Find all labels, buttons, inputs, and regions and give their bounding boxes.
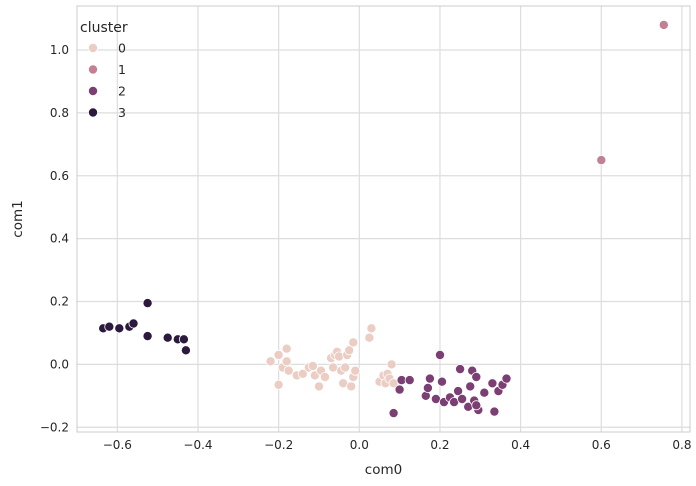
x-tick-label: −0.4 xyxy=(183,438,212,452)
cluster-2-point xyxy=(457,393,468,404)
cluster-3-point xyxy=(114,323,125,334)
legend-items: 0 1 2 3 xyxy=(88,41,126,120)
cluster-2-point xyxy=(501,373,512,384)
cluster-0-point xyxy=(307,360,318,371)
cluster-0-point xyxy=(281,343,292,354)
y-tick-label: 0.0 xyxy=(50,357,69,371)
cluster-2-point xyxy=(422,382,433,393)
cluster-3-point xyxy=(142,298,153,309)
y-tick-label: 0.2 xyxy=(50,295,69,309)
y-tick-labels: −0.2 0.0 0.2 0.4 0.6 0.8 1.0 xyxy=(40,43,69,434)
cluster-0-point xyxy=(334,351,345,362)
x-tick-labels: −0.6 −0.4 −0.2 0.0 0.2 0.4 0.6 0.8 xyxy=(103,438,692,452)
legend-label: 3 xyxy=(118,105,126,120)
cluster-2-point xyxy=(436,376,447,387)
cluster-0-point xyxy=(350,365,361,376)
cluster-0-point xyxy=(265,356,276,367)
cluster-0-point xyxy=(273,379,284,390)
cluster-0-point xyxy=(313,381,324,392)
x-tick-label: −0.2 xyxy=(264,438,293,452)
y-tick-label: 0.4 xyxy=(50,232,69,246)
x-tick-label: 0.6 xyxy=(592,438,611,452)
x-axis-label: com0 xyxy=(365,462,402,478)
cluster-2-point xyxy=(453,386,464,397)
x-tick-label: 0.2 xyxy=(430,438,449,452)
legend-label: 1 xyxy=(118,62,126,77)
y-tick-label: −0.2 xyxy=(40,420,69,434)
legend-label: 2 xyxy=(118,84,126,99)
cluster-3-point xyxy=(104,321,115,332)
cluster-0-point xyxy=(366,323,377,334)
grid-lines xyxy=(77,6,690,432)
legend-marker xyxy=(88,43,99,54)
cluster-3-point xyxy=(162,332,173,343)
cluster-2-point xyxy=(394,384,405,395)
cluster-2-point xyxy=(487,378,498,389)
cluster-2-point xyxy=(471,371,482,382)
cluster-2-point xyxy=(489,406,500,417)
cluster-2-point xyxy=(424,373,435,384)
cluster-0-point xyxy=(344,345,355,356)
cluster-3-point xyxy=(142,331,153,342)
legend-title: cluster xyxy=(80,20,128,36)
x-tick-label: 0.0 xyxy=(350,438,369,452)
cluster-2-point xyxy=(388,408,399,419)
cluster-2-point xyxy=(404,375,415,386)
cluster-2-point xyxy=(465,381,476,392)
cluster-0-point xyxy=(364,332,375,343)
x-tick-label: −0.6 xyxy=(103,438,132,452)
y-axis-label: com1 xyxy=(10,200,26,237)
cluster-0-point xyxy=(340,362,351,373)
legend-marker xyxy=(88,86,99,97)
cluster-3-point xyxy=(128,318,139,329)
cluster-2-point xyxy=(455,364,466,375)
y-tick-label: 0.6 xyxy=(50,169,69,183)
x-tick-label: 0.8 xyxy=(672,438,691,452)
legend-marker xyxy=(88,107,99,118)
cluster-2-point xyxy=(434,349,445,360)
cluster-2-point xyxy=(479,387,490,398)
cluster-0-point xyxy=(281,356,292,367)
cluster-3-point xyxy=(180,345,191,356)
cluster-2-point xyxy=(471,400,482,411)
plot-area-frame xyxy=(76,5,691,433)
cluster-0-point xyxy=(386,359,397,370)
cluster-0-point xyxy=(273,349,284,360)
cluster-0-point xyxy=(297,368,308,379)
cluster-0-point xyxy=(283,365,294,376)
cluster-0-point xyxy=(346,381,357,392)
y-tick-label: 1.0 xyxy=(50,43,69,57)
y-tick-label: 0.8 xyxy=(50,106,69,120)
cluster-0-point xyxy=(348,337,359,348)
legend-label: 0 xyxy=(118,41,126,56)
cluster-3-point xyxy=(178,334,189,345)
x-tick-label: 0.4 xyxy=(511,438,530,452)
data-points xyxy=(98,19,669,419)
cluster-0-point xyxy=(319,371,330,382)
legend: cluster 0 1 2 3 xyxy=(80,20,128,120)
legend-marker xyxy=(88,64,99,75)
cluster-1-point xyxy=(658,19,669,30)
cluster-1-point xyxy=(596,155,607,166)
